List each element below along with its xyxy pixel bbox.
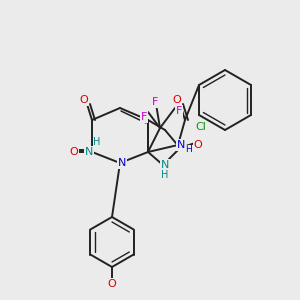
Text: O: O <box>108 279 116 289</box>
Text: N: N <box>85 147 93 157</box>
Text: O: O <box>80 95 88 105</box>
Text: Cl: Cl <box>196 122 206 132</box>
Text: O: O <box>172 95 182 105</box>
Text: O: O <box>70 147 78 157</box>
Text: F: F <box>176 106 182 116</box>
Text: H: H <box>186 146 192 154</box>
Text: N: N <box>118 158 126 168</box>
Text: N: N <box>161 160 169 170</box>
Text: O: O <box>194 140 202 150</box>
Text: H: H <box>161 170 169 180</box>
Text: F: F <box>141 112 147 122</box>
Text: F: F <box>152 97 158 107</box>
Text: H: H <box>93 137 101 147</box>
Text: N: N <box>177 140 185 150</box>
